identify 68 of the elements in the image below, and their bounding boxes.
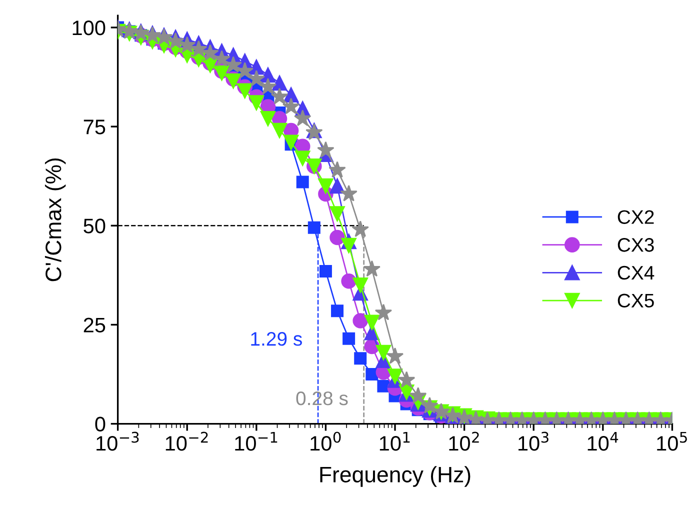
- x-tick-label: 10$^{2}$: [449, 432, 479, 451]
- y-tick-label: 75: [84, 120, 106, 134]
- point: [409, 387, 427, 404]
- point: [398, 371, 416, 388]
- point: [213, 50, 230, 67]
- point: [319, 264, 332, 278]
- x-tick-label: 10$^{0}$: [310, 432, 341, 451]
- point: [202, 44, 219, 61]
- point: [294, 150, 310, 166]
- point: [260, 111, 276, 126]
- legend-label: CX3: [618, 238, 654, 252]
- point: [376, 344, 392, 360]
- y-axis-title: C'/Cmax (%): [44, 158, 66, 282]
- point: [308, 221, 320, 234]
- point: [237, 83, 252, 99]
- point: [366, 368, 378, 381]
- point: [282, 98, 300, 114]
- point: [178, 36, 196, 53]
- point: [330, 178, 345, 194]
- ref-line-label: 0.28 s: [296, 391, 348, 406]
- point: [421, 396, 438, 414]
- point: [364, 314, 380, 330]
- point: [387, 368, 403, 384]
- point: [248, 95, 264, 110]
- point: [340, 184, 358, 202]
- point: [296, 176, 309, 188]
- point: [317, 141, 334, 158]
- y-tick-label: 100: [72, 20, 106, 36]
- x-axis-title: Frequency (Hz): [320, 466, 470, 487]
- point: [341, 238, 356, 254]
- x-tick-label: 10$^{−1}$: [235, 432, 278, 451]
- point: [374, 304, 392, 320]
- point: [190, 40, 208, 57]
- x-tick-label: 10$^{1}$: [380, 432, 410, 451]
- x-tick-label: 10$^{3}$: [518, 432, 548, 451]
- x-tick-label: 10$^{−2}$: [166, 432, 208, 451]
- point: [386, 347, 404, 364]
- y-tick-label: 0: [95, 416, 106, 432]
- point: [341, 273, 356, 289]
- point: [377, 380, 390, 392]
- x-tick-label: 10$^{−3}$: [96, 432, 139, 451]
- point: [352, 277, 368, 293]
- x-tick-label: 10$^{5}$: [657, 432, 687, 451]
- point: [283, 134, 299, 150]
- point: [328, 161, 346, 178]
- point: [272, 75, 288, 91]
- point: [259, 78, 277, 94]
- legend-label: CX4: [618, 266, 654, 280]
- ref-line-label: 1.29 s: [251, 332, 302, 346]
- point: [330, 230, 345, 246]
- point: [342, 332, 356, 345]
- point: [352, 313, 368, 328]
- point: [331, 304, 344, 318]
- point: [354, 352, 367, 365]
- y-tick-label: 25: [84, 318, 106, 332]
- legend-label: CX2: [618, 210, 654, 224]
- point: [248, 70, 266, 86]
- point: [352, 220, 369, 238]
- legend-label: CX5: [618, 294, 654, 308]
- point: [318, 178, 334, 194]
- x-tick-label: 10$^{4}$: [588, 432, 618, 451]
- point: [363, 260, 381, 277]
- y-tick-label: 50: [84, 218, 106, 234]
- point: [272, 122, 288, 138]
- point: [270, 88, 288, 104]
- point: [294, 110, 312, 126]
- point: [330, 206, 345, 222]
- point: [236, 62, 254, 79]
